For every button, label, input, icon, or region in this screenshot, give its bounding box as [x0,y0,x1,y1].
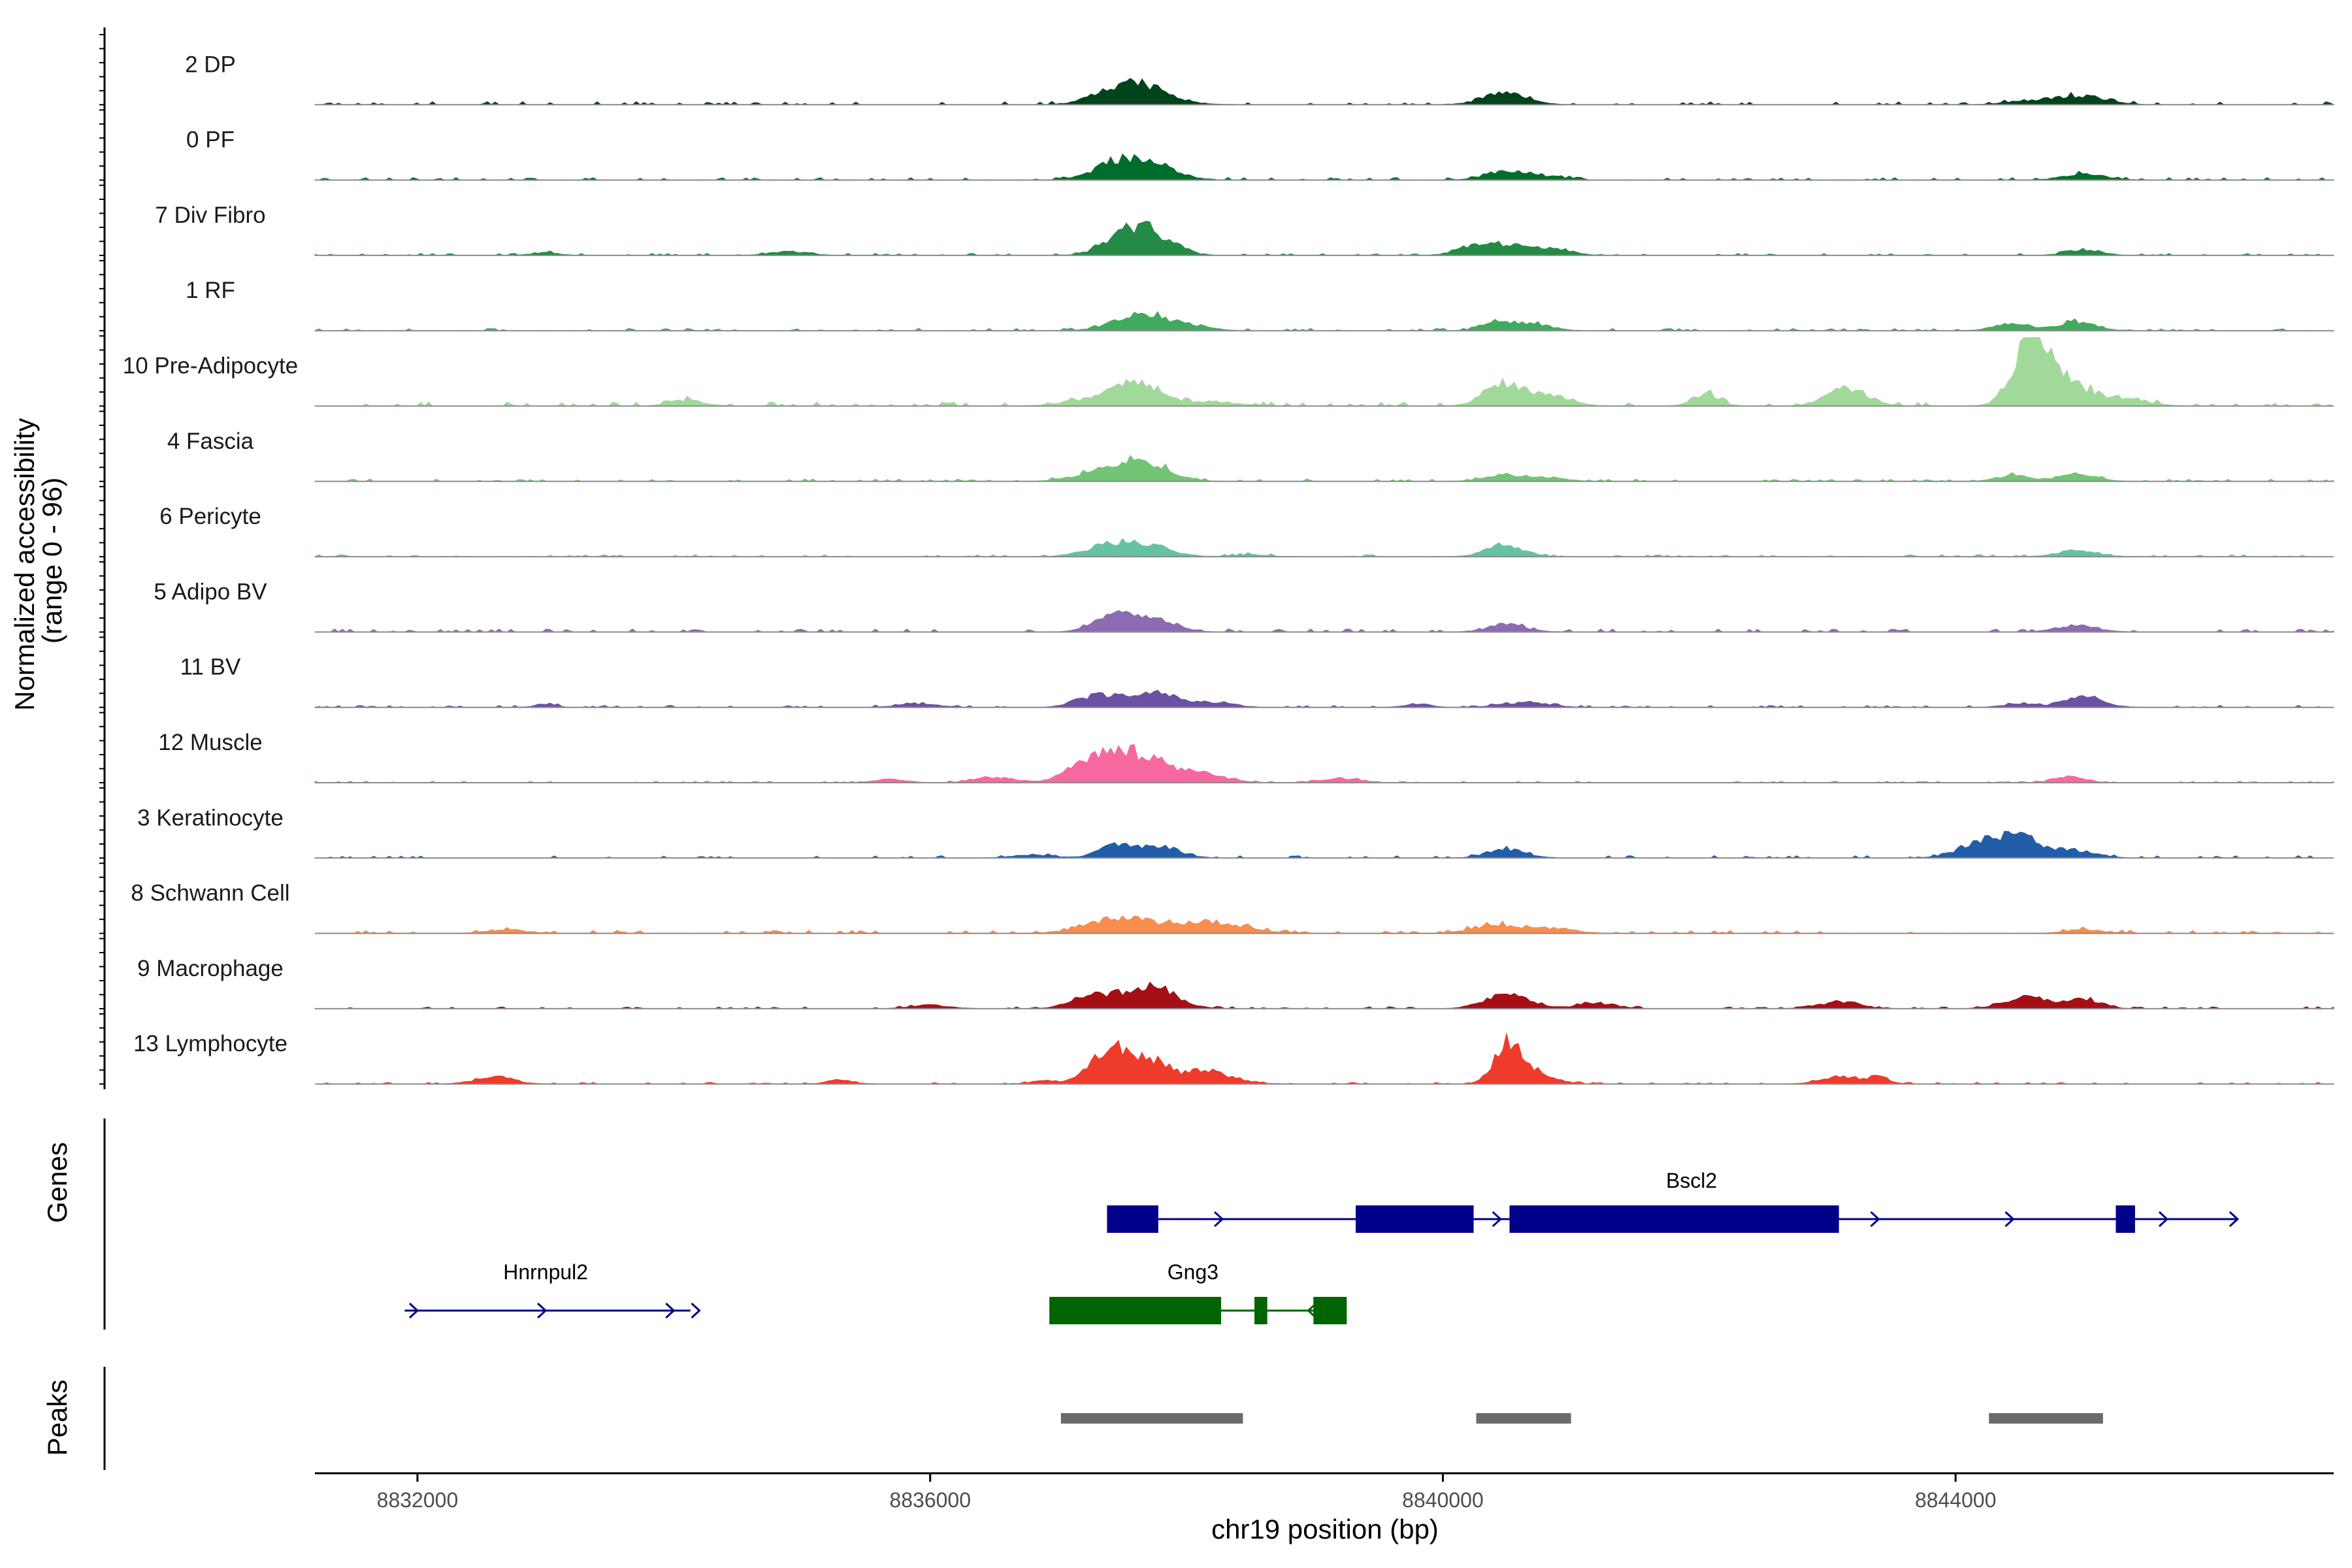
strand-arrow [691,1302,701,1319]
genes-track: Bscl2 Hnrnpul2 Gng3 [103,1119,2240,1330]
peak-region [1060,1413,1243,1424]
track-label: 5 Adipo BV [154,579,267,604]
strand-arrow [408,1302,419,1319]
coverage-tracks: 2 DP 0 PF 7 Div Fibro 1 RF 10 Pre-Adipocyte 4… [123,52,2334,1085]
track-label: 1 RF [186,278,235,303]
coverage-area [314,1033,2334,1085]
track-label: 10 Pre-Adipocyte [123,353,298,379]
strand-arrow [2158,1211,2169,1228]
coverage-area [314,455,2334,482]
track-label: 2 DP [185,52,236,77]
x-axis: 8832000 8836000 8840000 8844000 [315,1472,2334,1512]
coverage-area [314,915,2334,934]
gene-hnrnpul2: Hnrnpul2 [404,1260,701,1319]
gene-exon [1049,1297,1222,1324]
coverage-area [314,221,2334,256]
gene-label: Gng3 [1168,1260,1218,1284]
track-7-div-fibro: 7 Div Fibro [155,203,2334,256]
x-tick-label: 8844000 [1915,1488,1997,1512]
peaks-track [103,1367,2103,1470]
track-label: 7 Div Fibro [155,203,265,228]
strand-arrow [665,1302,676,1319]
gene-exon [1107,1205,1158,1233]
gene-exon [1356,1205,1474,1233]
gene-exon [1509,1205,1839,1233]
track-5-adipo-bv: 5 Adipo BV [154,579,2334,633]
gene-gng3: Gng3 [1049,1260,1347,1324]
coverage-area [314,610,2334,633]
strand-arrow [1307,1302,1317,1319]
track-label: 6 Pericyte [159,504,261,529]
track-6-pericyte: 6 Pericyte [159,504,2334,558]
coverage-area [314,981,2334,1009]
track-12-muscle: 12 Muscle [158,730,2334,783]
y-axis-title-line-2: (range 0 - 96) [37,478,67,644]
coverage-area [314,743,2334,783]
track-label: 8 Schwann Cell [131,881,289,906]
gene-label: Bscl2 [1666,1169,1717,1192]
strand-arrow [2004,1211,2015,1228]
track-8-schwann-cell: 8 Schwann Cell [131,881,2334,934]
strand-arrow [1214,1211,1224,1228]
x-tick-label: 8832000 [377,1488,459,1512]
track-2-dp: 2 DP [185,52,2334,106]
track-1-rf: 1 RF [186,278,2334,332]
strand-arrow [2229,1211,2240,1228]
track-label: 12 Muscle [158,730,263,755]
track-label: 0 PF [186,127,235,153]
track-11-bv: 11 BV [180,655,2334,708]
track-label: 13 Lymphocyte [133,1031,287,1056]
coverage-area [314,336,2334,407]
x-axis-title: chr19 position (bp) [1211,1514,1439,1544]
track-label: 3 Keratinocyte [137,805,284,830]
track-label: 9 Macrophage [137,956,284,981]
coverage-area [314,689,2334,708]
gene-exon [2115,1205,2135,1233]
peak-region [1476,1413,1571,1424]
gene-exon [1313,1297,1347,1324]
gene-bscl2: Bscl2 [1107,1169,2240,1233]
track-label: 11 BV [180,655,241,680]
gene-label: Hnrnpul2 [503,1260,588,1284]
x-tick-label: 8840000 [1402,1488,1484,1512]
gene-exon [1254,1297,1267,1324]
track-10-pre-adipocyte: 10 Pre-Adipocyte [123,336,2334,407]
track-label: 4 Fascia [167,429,254,454]
y-axis-title: Normalized accessibility (range 0 - 96) [9,410,67,711]
coverage-area [314,154,2334,181]
track-4-fascia: 4 Fascia [167,429,2334,482]
strand-arrow [537,1302,547,1319]
track-0-pf: 0 PF [186,127,2334,181]
track-9-macrophage: 9 Macrophage [137,956,2334,1009]
coverage-area [314,310,2334,331]
strand-arrow [1870,1211,1880,1228]
x-tick-label: 8836000 [889,1488,971,1512]
genes-track-title: Genes [42,1142,73,1223]
y-axis-title-line-1: Normalized accessibility [9,418,40,711]
track-13-lymphocyte: 13 Lymphocyte [133,1031,2334,1085]
coverage-area [314,78,2334,105]
coverage-area [314,538,2334,557]
strand-arrow [1492,1211,1502,1228]
coverage-area [314,830,2334,858]
accessibility-axis [99,27,106,1090]
peaks-track-title: Peaks [42,1380,73,1456]
peak-region [1989,1413,2103,1424]
track-3-keratinocyte: 3 Keratinocyte [137,805,2334,859]
